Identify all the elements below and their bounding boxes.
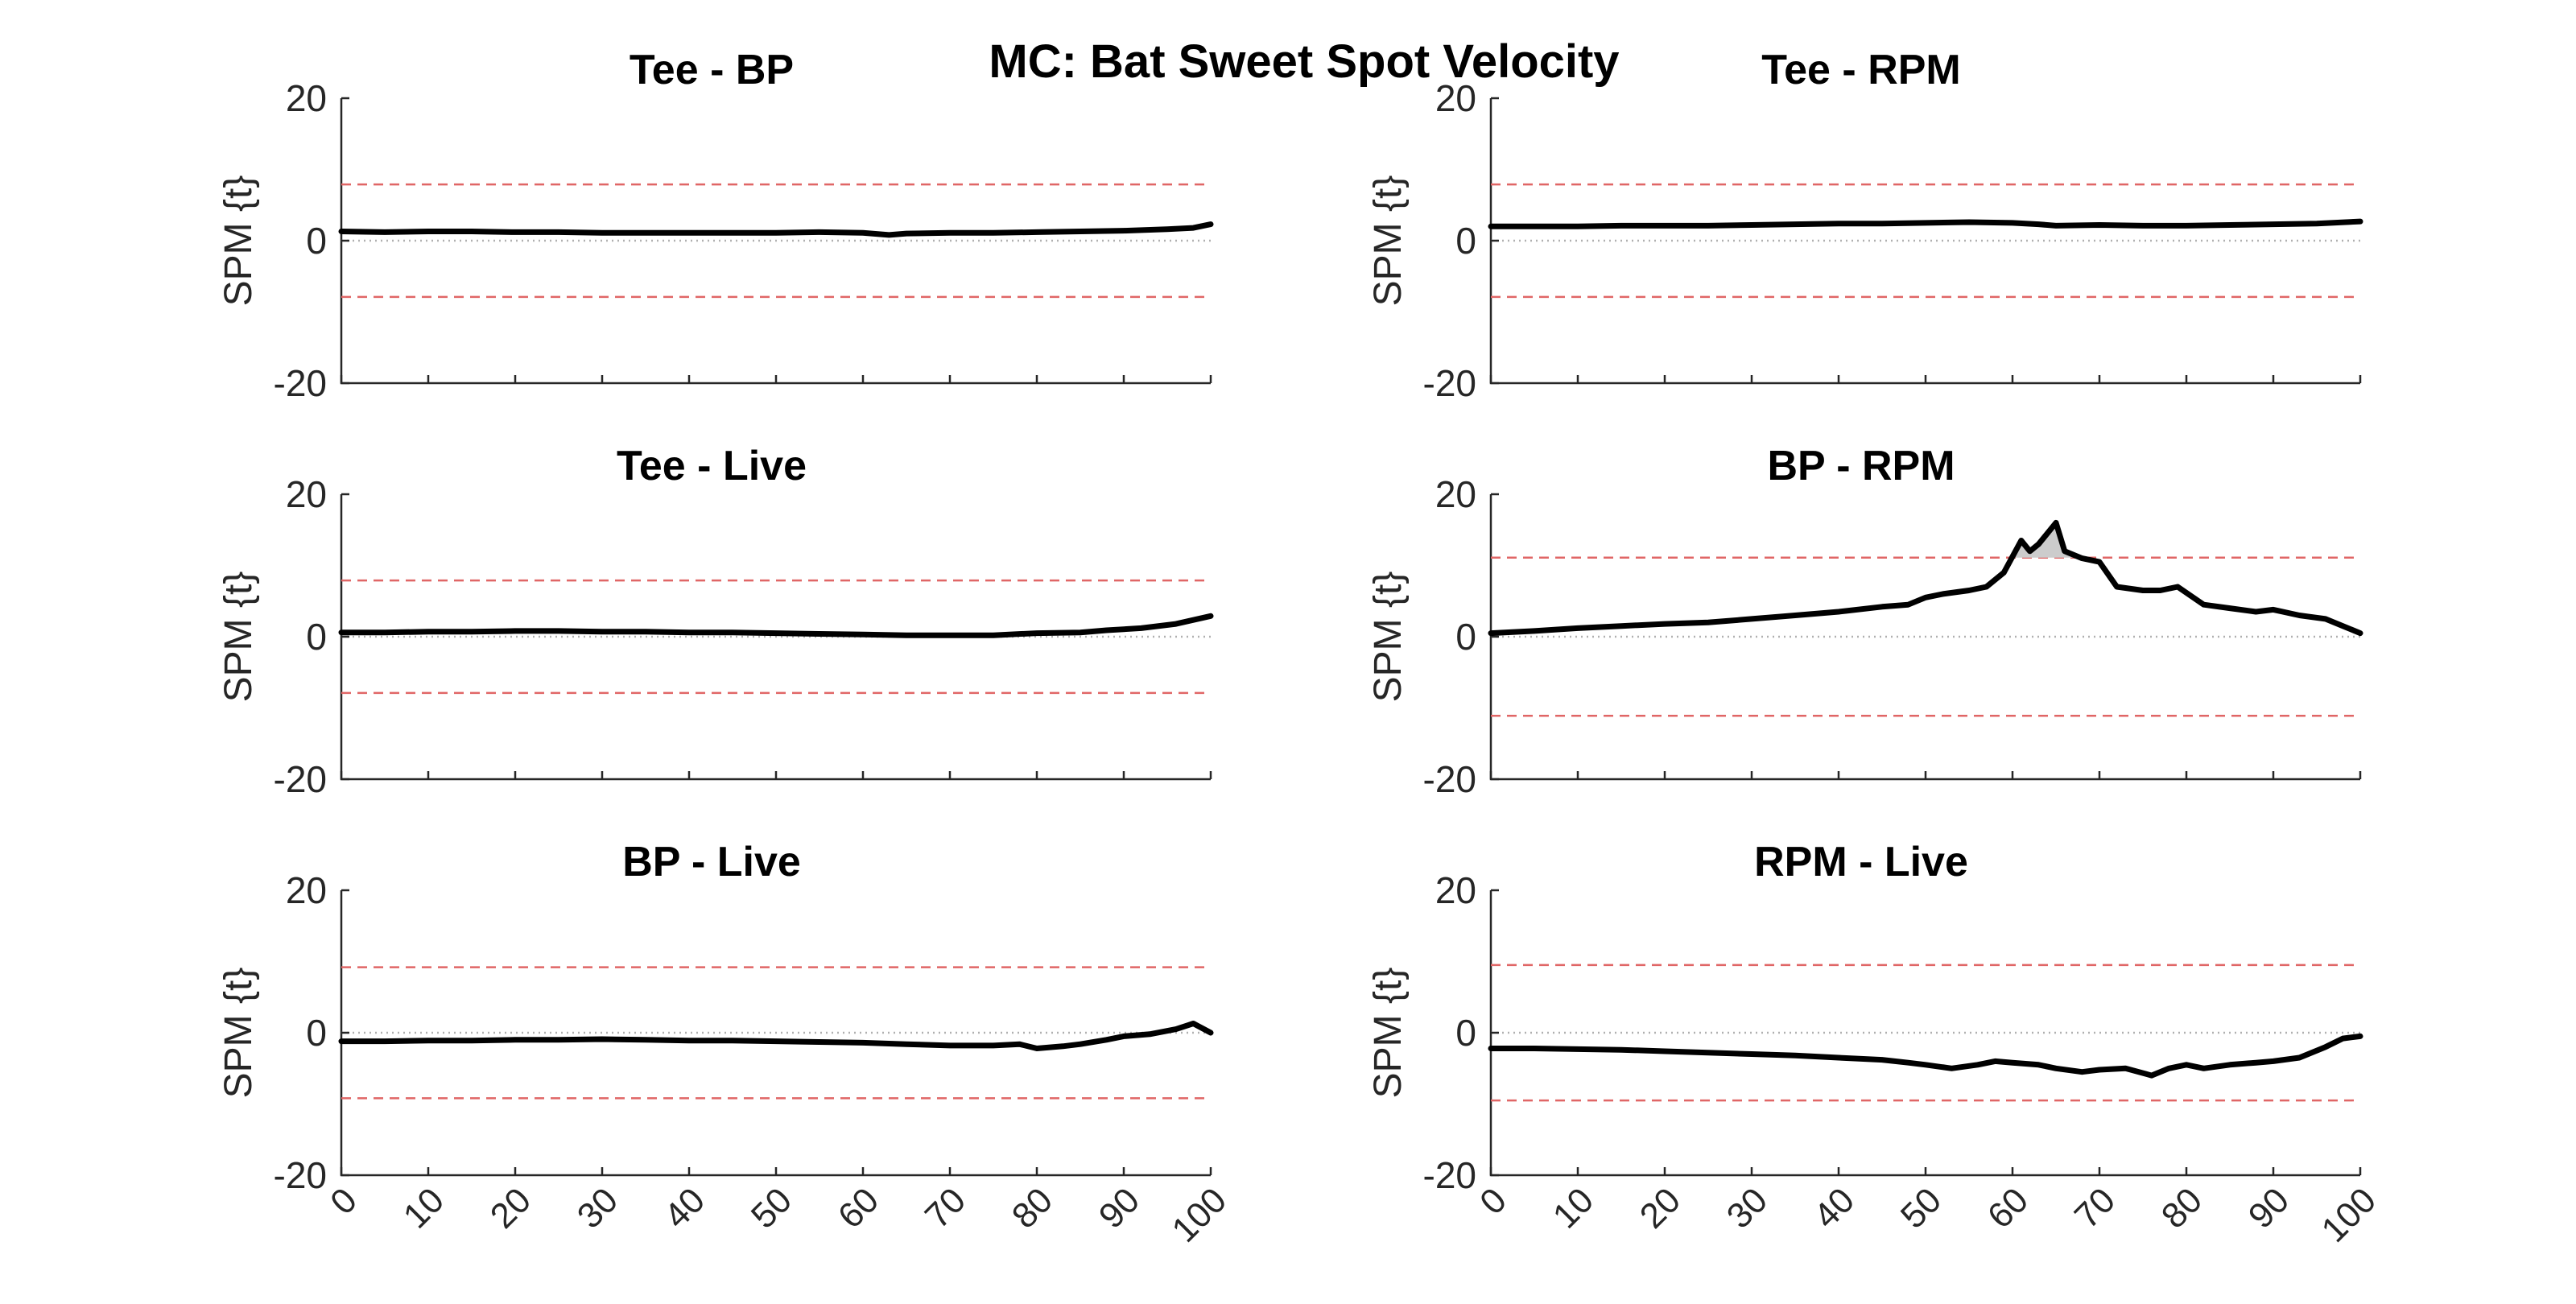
y-tick-label: 20 <box>286 77 327 119</box>
y-tick-label: -20 <box>274 758 327 800</box>
y-tick-label: 20 <box>1435 473 1476 515</box>
panel-title: BP - Live <box>622 839 801 885</box>
y-tick-label: 20 <box>1435 77 1476 119</box>
y-tick-label: 0 <box>1455 220 1476 262</box>
panel-title: Tee - BP <box>630 47 794 93</box>
y-tick-label: 0 <box>306 220 327 262</box>
panel-1: Tee - BP SPM {t} -20 0 20 <box>217 47 1214 404</box>
y-tick-label: -20 <box>1423 362 1476 404</box>
panel-4: BP - RPM SPM {t} -20 0 20 <box>1367 443 2363 800</box>
y-tick-label: -20 <box>1423 758 1476 800</box>
spm-t-curve <box>338 613 1214 638</box>
y-tick-label: 20 <box>286 869 327 911</box>
y-tick-label: -20 <box>1423 1154 1476 1196</box>
panels: Tee - BP SPM {t} -20 0 20 Tee - RPM SPM {t} -20… <box>217 47 2384 1250</box>
y-tick-label: 20 <box>1435 869 1476 911</box>
y-axis-label: SPM {t} <box>1367 968 1410 1099</box>
y-axis-label: SPM {t} <box>1367 572 1410 703</box>
y-axis-label: SPM {t} <box>217 175 260 307</box>
spm-t-curve <box>1488 1033 2363 1079</box>
spm-t-curve <box>338 1021 1214 1051</box>
y-axis-label: SPM {t} <box>217 572 260 703</box>
figure-title: MC: Bat Sweet Spot Velocity <box>989 35 1619 88</box>
y-axis-label: SPM {t} <box>217 968 260 1099</box>
y-tick-label: 0 <box>306 616 327 658</box>
y-tick-label: -20 <box>274 1154 327 1196</box>
y-tick-label: 0 <box>1455 616 1476 658</box>
spm-t-curve <box>1488 218 2363 229</box>
panel-2: Tee - RPM SPM {t} -20 0 20 <box>1367 47 2363 404</box>
y-tick-label: 0 <box>1455 1012 1476 1054</box>
panel-title: BP - RPM <box>1767 443 1955 489</box>
panel-title: Tee - Live <box>617 443 807 489</box>
y-tick-label: 0 <box>306 1012 327 1054</box>
spm-t-curve <box>338 221 1214 238</box>
panel-3: Tee - Live SPM {t} -20 0 20 <box>217 443 1214 800</box>
y-tick-label: 20 <box>286 473 327 515</box>
spm-t-curve <box>1488 519 2363 637</box>
y-tick-label: -20 <box>274 362 327 404</box>
panel-title: Tee - RPM <box>1761 47 1961 93</box>
panel-title: RPM - Live <box>1754 839 1968 885</box>
y-axis-label: SPM {t} <box>1367 175 1410 307</box>
